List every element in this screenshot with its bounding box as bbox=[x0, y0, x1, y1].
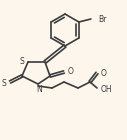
Text: Br: Br bbox=[98, 15, 106, 24]
Text: S: S bbox=[19, 58, 24, 66]
Text: N: N bbox=[36, 85, 42, 94]
Text: S: S bbox=[1, 79, 6, 88]
Text: O: O bbox=[68, 67, 74, 76]
Text: O: O bbox=[101, 68, 107, 78]
Text: OH: OH bbox=[101, 86, 113, 94]
